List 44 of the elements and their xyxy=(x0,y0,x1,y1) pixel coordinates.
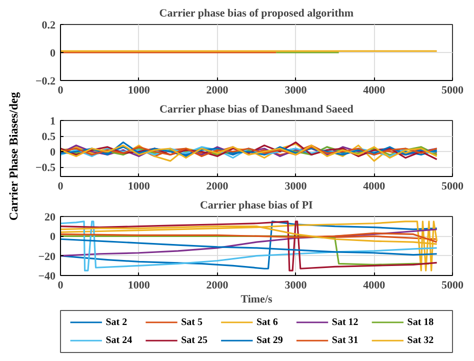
x-tick-label: 2000 xyxy=(206,84,229,96)
x-tick-label: 0 xyxy=(58,180,64,192)
y-tick-label: 0 xyxy=(50,48,56,60)
x-tick-label: 4000 xyxy=(363,180,386,192)
x-tick-label: 5000 xyxy=(442,180,464,192)
x-axis-title: Time/s xyxy=(240,294,274,306)
x-tick-label: 0 xyxy=(58,280,64,292)
x-tick-label: 1000 xyxy=(128,180,150,192)
legend-label: Sat 24 xyxy=(106,335,132,346)
legend-label: Sat 5 xyxy=(181,316,203,328)
legend-label: Sat 12 xyxy=(332,316,358,328)
y-axis-title: Carrier Phase Biases/deg xyxy=(6,92,21,221)
legend-label: Sat 31 xyxy=(332,335,358,346)
y-tick-label: 0.5 xyxy=(42,131,56,144)
x-tick-label: 3000 xyxy=(284,280,308,292)
legend-label: Sat 29 xyxy=(256,335,283,346)
x-tick-label: 0 xyxy=(58,84,64,96)
y-tick-label: 0 xyxy=(50,146,56,159)
x-tick-label: 3000 xyxy=(284,180,308,192)
x-tick-label: 2000 xyxy=(206,280,229,292)
y-tick-label: −20 xyxy=(38,250,56,263)
y-tick-label: 1 xyxy=(50,116,56,128)
y-tick-label: 0 xyxy=(50,231,56,244)
legend-label: Sat 6 xyxy=(256,316,278,328)
x-tick-label: 5000 xyxy=(442,280,464,292)
y-tick-label: 0.2 xyxy=(42,20,56,32)
x-tick-label: 4000 xyxy=(363,280,386,292)
y-tick-label: −0.5 xyxy=(35,162,56,174)
y-tick-label: 20 xyxy=(44,212,56,224)
x-tick-label: 1000 xyxy=(128,84,150,96)
legend-label: Sat 18 xyxy=(407,316,434,328)
legend-label: Sat 32 xyxy=(407,335,434,346)
x-tick-label: 5000 xyxy=(442,84,464,96)
x-tick-label: 2000 xyxy=(206,180,229,192)
legend-label: Sat 25 xyxy=(181,335,208,346)
chart-title: Carrier phase bias of Daneshmand Saeed xyxy=(159,104,354,116)
x-tick-label: 3000 xyxy=(284,84,308,96)
x-tick-label: 1000 xyxy=(128,280,150,292)
x-tick-label: 4000 xyxy=(363,84,386,96)
legend-label: Sat 2 xyxy=(106,316,128,328)
chart-title: Carrier phase bias of proposed algorithm xyxy=(159,8,354,20)
chart-title: Carrier phase bias of PI xyxy=(200,200,313,212)
y-tick-label: −0.2 xyxy=(35,76,56,88)
y-tick-label: −40 xyxy=(38,270,56,282)
